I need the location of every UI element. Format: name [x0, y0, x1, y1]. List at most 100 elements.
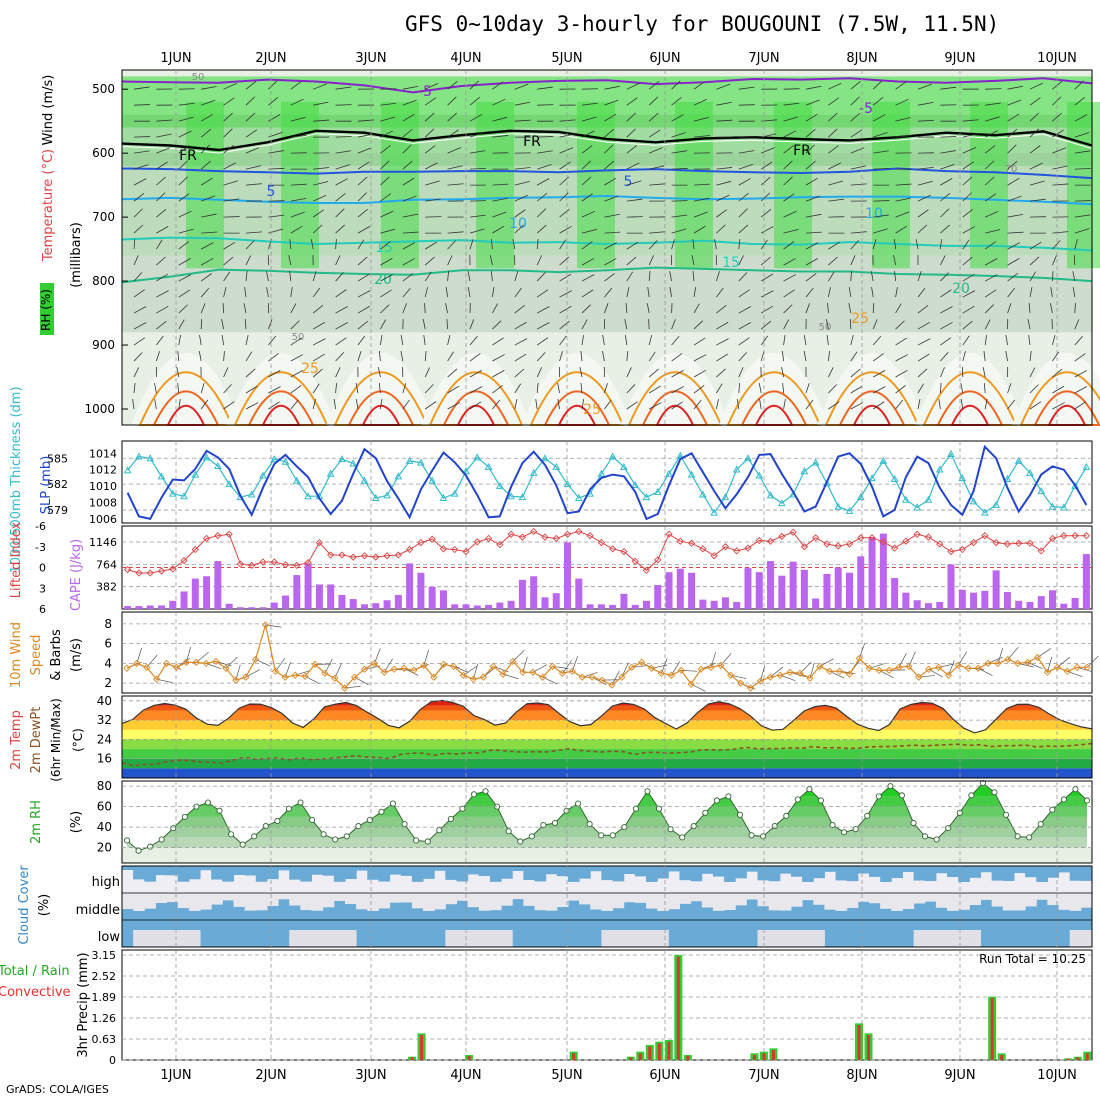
cloud-middle-gap-60	[791, 893, 803, 907]
precip-convective-bar-54	[639, 1053, 642, 1060]
cloud-low-gap-85	[1070, 930, 1082, 947]
cloud-middle-gap-79	[1003, 893, 1015, 910]
rh-point-20	[356, 824, 361, 829]
upper-wind-barb	[985, 89, 1001, 90]
rh-point-65	[876, 794, 881, 799]
cape-bar-26	[417, 573, 424, 609]
cloud-low-gap-5	[178, 930, 190, 947]
cloud-high-bar-37	[535, 866, 547, 881]
precip-convective-bar-30	[411, 1057, 414, 1060]
cape-bar-64	[846, 573, 853, 609]
precip-convective-bar-100	[1076, 1057, 1079, 1060]
cloud-high-bar-49	[668, 866, 680, 871]
li-ytick-3: 3	[39, 582, 46, 595]
contour-label-0: -5	[418, 84, 432, 100]
cloud-middle-gap-15	[289, 893, 301, 906]
cape-bar-8	[214, 561, 221, 609]
cloud-middle-gap-20	[345, 893, 357, 904]
rh-ylabel-2: (%)	[69, 811, 84, 834]
rh-bands-group	[122, 776, 1092, 848]
cape-bar-33	[496, 603, 503, 609]
rh-point-24	[402, 821, 407, 826]
contour-label-10: 15	[722, 255, 740, 271]
cape-bar-1	[135, 606, 142, 609]
cape-bar-58	[778, 576, 785, 609]
upper-air-temp-label: Temperature (°C)	[41, 149, 56, 262]
cloud-high-bar-1	[133, 866, 145, 879]
rh-point-21	[367, 817, 372, 822]
cape-bar-49	[677, 569, 684, 609]
rh-point-5	[182, 814, 187, 819]
xtick-bottom-9JUN: 9JUN	[944, 1068, 975, 1083]
contour-label-1: -5	[859, 101, 873, 117]
cloud-low-gap-6	[189, 930, 201, 947]
upper-wind-barb	[850, 319, 851, 329]
xtick-bottom-4JUN: 4JUN	[450, 1068, 481, 1083]
precip-run-total: Run Total = 10.25	[979, 952, 1086, 966]
precip-ytick-1.26: 1.26	[92, 1012, 117, 1025]
cloud-high-bar-11	[245, 866, 257, 875]
cape-bar-78	[1004, 592, 1011, 609]
cloud-low-gap-16	[300, 930, 312, 947]
rh-point-8	[217, 808, 222, 813]
precip-ylabel: 3hr Precip (mm)	[76, 952, 91, 1057]
cape-bar-75	[970, 593, 977, 609]
cloud-low-gap-43	[601, 930, 613, 947]
rh-point-55	[761, 834, 766, 839]
temp-ylabel-1: 2m Temp	[9, 710, 24, 770]
cloud-middle-gap-9	[222, 893, 234, 900]
rh-point-26	[425, 839, 430, 844]
cape-bar-47	[654, 585, 661, 609]
contour-label-6: 5	[624, 174, 633, 190]
cloud-high-bar-0	[122, 866, 134, 870]
upper-wind-barb	[537, 105, 553, 106]
precip-convective-bar-55	[648, 1047, 651, 1060]
cloud-low-gap-76	[969, 930, 981, 947]
cloud-middle-gap-24	[390, 893, 402, 903]
cloud-middle-gap-31	[468, 893, 480, 907]
cloud-high-bar-64	[836, 866, 848, 880]
rh-point-27	[437, 828, 442, 833]
rh-point-22	[379, 809, 384, 814]
cape-bar-53	[722, 597, 729, 609]
cloud-middle-gap-23	[378, 893, 390, 908]
cloud-high-bar-84	[1059, 866, 1071, 872]
cape-bar-32	[485, 605, 492, 609]
cloud-low-gap-48	[657, 930, 669, 947]
rh-point-57	[784, 813, 789, 818]
precip-ytick-0: 0	[109, 1054, 116, 1067]
footer-credit: GrADS: COLA/IGES	[6, 1083, 109, 1096]
rh-base-area	[122, 848, 1092, 863]
cape-bar-4	[169, 601, 176, 609]
cloud-high-bar-51	[691, 866, 703, 881]
cloud-high-bar-63	[824, 866, 836, 872]
cape-bar-31	[474, 605, 481, 609]
cloud-ylabel-2: (%)	[37, 894, 52, 917]
cape-bar-34	[508, 601, 515, 609]
cloud-high-bar-67	[869, 866, 881, 877]
contour-label-8: 10	[865, 206, 883, 222]
cloud-high-bar-41	[579, 866, 591, 879]
xtick-top-10JUN: 10JUN	[1037, 51, 1077, 66]
cloud-low-gap-32	[479, 930, 491, 947]
chart-title: GFS 0~10day 3-hourly for BOUGOUNI (7.5W,…	[405, 12, 999, 36]
cape-bar-18	[327, 584, 334, 609]
rh-point-39	[575, 801, 580, 806]
cape-bar-72	[936, 602, 943, 609]
cape-bar-25	[406, 563, 413, 609]
cape-bar-56	[756, 572, 763, 609]
cloud-middle-gap-13	[267, 893, 279, 906]
rh-point-64	[865, 813, 870, 818]
cloud-high-bar-79	[1003, 866, 1015, 881]
precip-legend-total: Total / Rain	[0, 964, 70, 979]
precip-convective-bar-53	[629, 1057, 632, 1060]
cape-bar-17	[316, 584, 323, 609]
xtick-bottom-1JUN: 1JUN	[160, 1068, 191, 1083]
cape-bar-82	[1049, 590, 1056, 609]
precip-convective-bar-58	[677, 957, 680, 1060]
rh-point-62	[842, 830, 847, 835]
rh-band-fill-4	[122, 796, 1092, 806]
cloud-low-gap-74	[947, 930, 959, 947]
rh-point-48	[680, 835, 685, 840]
